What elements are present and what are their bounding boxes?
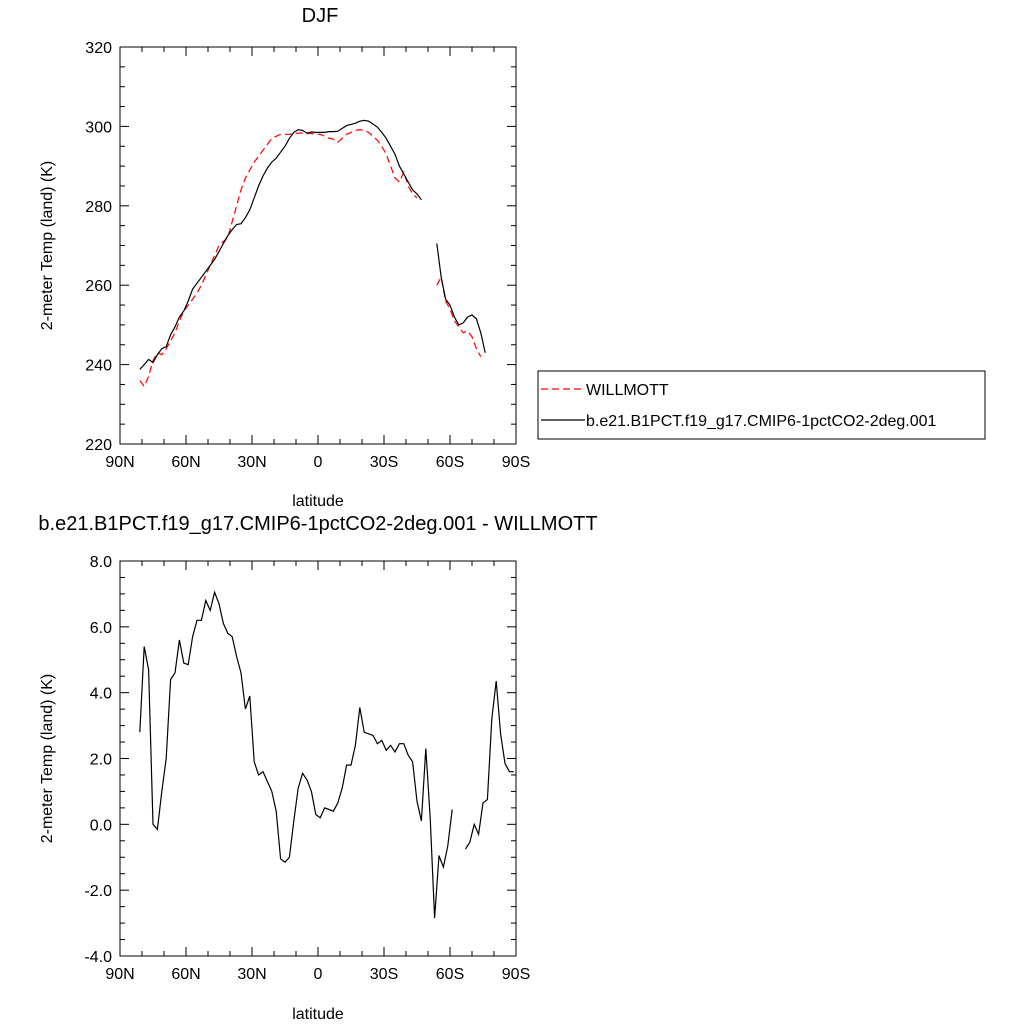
y-tick-label: 280 — [85, 199, 112, 216]
x-tick-label: 90N — [105, 966, 134, 983]
x-tick-label: 60N — [171, 966, 200, 983]
x-tick-label: 60N — [171, 454, 200, 471]
y-tick-label: 240 — [85, 358, 112, 375]
y-tick-label: 2.0 — [90, 752, 112, 769]
top-y-axis: 220 240 260 280 300 320 — [85, 40, 516, 454]
bottom-panel: b.e21.B1PCT.f19_g17.CMIP6-1pctCO2-2deg.0… — [38, 513, 597, 1023]
legend-label-willmott: WILLMOTT — [586, 382, 669, 399]
y-tick-label: 4.0 — [90, 686, 112, 703]
x-tick-label: 0 — [314, 966, 323, 983]
series-line-willmott — [139, 128, 418, 388]
y-tick-label: 320 — [85, 40, 112, 57]
top-legend: WILLMOTT b.e21.B1PCT.f19_g17.CMIP6-1pctC… — [537, 370, 986, 440]
y-tick-label: 220 — [85, 437, 112, 454]
top-y-axis-label: 2-meter Temp (land) (K) — [39, 161, 56, 331]
plot-frame — [119, 560, 517, 957]
y-tick-label: -4.0 — [84, 949, 112, 966]
y-tick-label: -2.0 — [84, 883, 112, 900]
top-x-axis-label: latitude — [292, 493, 344, 510]
x-tick-label: 30S — [370, 966, 398, 983]
x-tick-label: 60S — [436, 454, 464, 471]
x-tick-label: 90N — [105, 454, 134, 471]
bottom-y-axis-label: 2-meter Temp (land) (K) — [39, 674, 56, 844]
series-line-b-e21-b1pct-f19-g17-cmip6-1pct — [139, 119, 422, 370]
legend-box — [537, 370, 986, 440]
series-line-difference — [464, 681, 514, 850]
bottom-x-axis: 90N 60N 30N 0 30S 60S 90S — [105, 561, 530, 983]
y-tick-label: 260 — [85, 278, 112, 295]
x-tick-label: 30N — [237, 966, 266, 983]
x-tick-label: 30S — [370, 454, 398, 471]
plot-frame — [119, 46, 517, 445]
y-tick-label: 6.0 — [90, 620, 112, 637]
y-tick-label: 300 — [85, 119, 112, 136]
series-line-difference — [139, 590, 453, 919]
bottom-x-axis-label: latitude — [292, 1006, 344, 1023]
top-x-axis: 90N 60N 30N 0 30S 60S 90S — [105, 47, 530, 471]
x-tick-label: 30N — [237, 454, 266, 471]
bottom-series-group — [139, 590, 514, 919]
top-panel: DJF 90N 60N 30N 0 30S 60S 90S 220 240 260 280 300 3… — [39, 5, 986, 510]
x-tick-label: 0 — [314, 454, 323, 471]
bottom-chart-title: b.e21.B1PCT.f19_g17.CMIP6-1pctCO2-2deg.0… — [38, 513, 597, 535]
x-tick-label: 90S — [502, 454, 530, 471]
top-chart-title: DJF — [302, 5, 339, 27]
y-tick-label: 8.0 — [90, 554, 112, 571]
legend-label-model: b.e21.B1PCT.f19_g17.CMIP6-1pctCO2-2deg.0… — [586, 413, 937, 430]
top-series-group — [139, 119, 486, 388]
top-plot-area — [119, 46, 517, 445]
y-tick-label: 0.0 — [90, 817, 112, 834]
bottom-y-axis: -4.0 -2.0 0.0 2.0 4.0 6.0 8.0 — [84, 554, 516, 966]
x-tick-label: 90S — [502, 966, 530, 983]
x-tick-label: 60S — [436, 966, 464, 983]
bottom-plot-area — [119, 560, 517, 957]
series-line-b-e21-b1pct-f19-g17-cmip6-1pct — [436, 243, 486, 353]
